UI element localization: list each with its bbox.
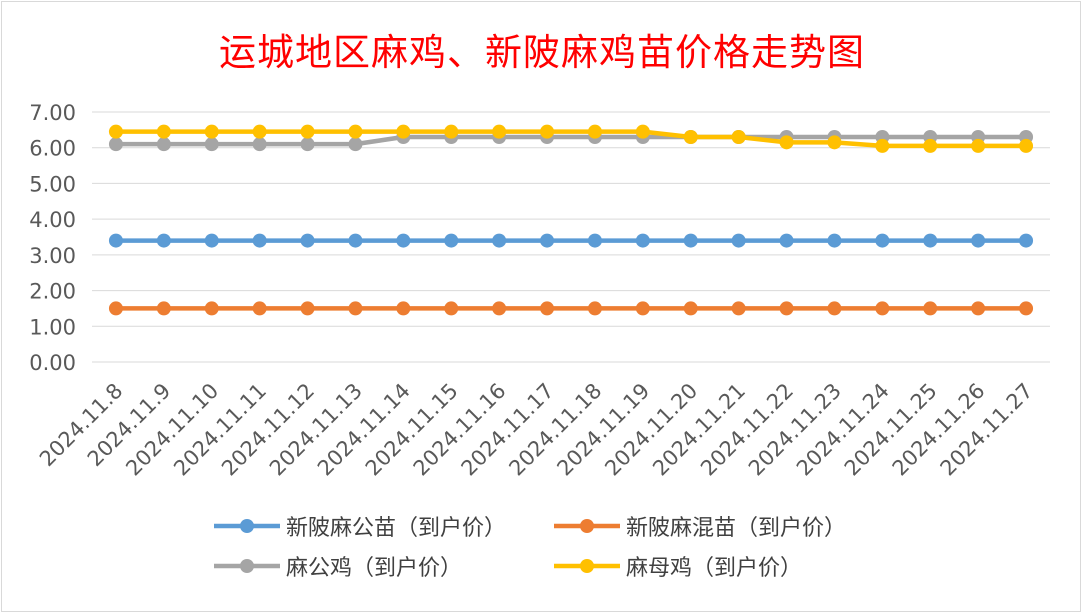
data-point [587, 301, 602, 316]
legend-item: 麻母鸡（到户价） [552, 553, 882, 581]
data-point [587, 233, 602, 248]
data-point [492, 301, 507, 316]
data-point [252, 124, 267, 139]
data-point [108, 124, 123, 139]
data-point [971, 301, 986, 316]
data-point [348, 124, 363, 139]
y-tick-label: 2.00 [29, 280, 76, 304]
data-point [827, 135, 842, 150]
data-point [300, 301, 315, 316]
data-point [252, 137, 267, 152]
data-point [204, 301, 219, 316]
data-point [156, 137, 171, 152]
legend-swatch [214, 519, 280, 533]
data-point [875, 301, 890, 316]
data-point [731, 233, 746, 248]
series-line [115, 134, 1027, 147]
data-point [396, 124, 411, 139]
data-point [540, 301, 555, 316]
series-2 [108, 301, 1034, 316]
data-point [923, 233, 938, 248]
data-point [540, 124, 555, 139]
series-1 [108, 233, 1034, 248]
data-point [204, 124, 219, 139]
legend-label: 新陂麻公苗（到户价） [286, 516, 507, 541]
data-point [156, 233, 171, 248]
data-point [444, 301, 459, 316]
data-point [683, 301, 698, 316]
data-point [252, 233, 267, 248]
y-tick-label: 1.00 [29, 315, 76, 339]
data-point [444, 233, 459, 248]
data-point [300, 233, 315, 248]
data-point [348, 137, 363, 152]
data-point [444, 124, 459, 139]
gridlines [92, 111, 1050, 363]
data-point [635, 233, 650, 248]
data-point [1019, 233, 1034, 248]
data-point [492, 233, 507, 248]
data-point [683, 233, 698, 248]
legend-swatch [554, 559, 620, 573]
series-4 [108, 124, 1034, 153]
series-layer [108, 124, 1034, 316]
data-point [300, 137, 315, 152]
data-point [587, 124, 602, 139]
data-point [923, 138, 938, 153]
data-point [1019, 138, 1034, 153]
data-point [971, 138, 986, 153]
data-point [108, 137, 123, 152]
legend-item: 麻公鸡（到户价） [212, 553, 542, 581]
data-point [396, 301, 411, 316]
data-point [827, 301, 842, 316]
data-point [971, 233, 986, 248]
legend-swatch [554, 519, 620, 533]
y-axis-tick-labels: 0.00 1.00 2.00 3.00 4.00 5.00 6.00 7.00 [29, 101, 76, 375]
legend-item: 新陂麻混苗（到户价） [552, 513, 882, 541]
data-point [779, 135, 794, 150]
data-point [635, 124, 650, 139]
data-point [683, 130, 698, 144]
data-point [156, 301, 171, 316]
data-point [108, 301, 123, 316]
data-point [204, 137, 219, 152]
legend-label: 新陂麻混苗（到户价） [626, 516, 847, 541]
y-tick-label: 3.00 [29, 244, 76, 268]
data-point [779, 233, 794, 248]
data-point [540, 233, 555, 248]
y-tick-label: 5.00 [29, 172, 76, 196]
data-point [300, 124, 315, 139]
series-line [115, 129, 1027, 149]
data-point [156, 124, 171, 139]
data-point [923, 301, 938, 316]
data-point [348, 301, 363, 316]
data-point [875, 233, 890, 248]
chart-title: 运城地区麻鸡、新陂麻鸡苗价格走势图 [219, 31, 865, 74]
y-tick-label: 0.00 [29, 351, 76, 375]
data-point [204, 233, 219, 248]
legend-item: 新陂麻公苗（到户价） [212, 513, 542, 541]
y-tick-label: 6.00 [29, 137, 76, 161]
data-point [827, 233, 842, 248]
data-point [396, 233, 411, 248]
y-tick-label: 7.00 [29, 101, 76, 125]
data-point [875, 138, 890, 153]
data-point [731, 130, 746, 144]
data-point [348, 233, 363, 248]
legend-swatch [214, 559, 280, 573]
legend-label: 麻公鸡（到户价） [286, 556, 463, 581]
data-point [252, 301, 267, 316]
data-point [1019, 301, 1034, 316]
data-point [635, 301, 650, 316]
y-tick-label: 4.00 [29, 208, 76, 232]
legend-label: 麻母鸡（到户价） [626, 556, 803, 581]
legend: 新陂麻公苗（到户价） 新陂麻混苗（到户价） 麻公鸡（到户价） 麻母鸡（到户价） [212, 513, 892, 581]
data-point [108, 233, 123, 248]
data-point [779, 301, 794, 316]
data-point [731, 301, 746, 316]
data-point [492, 124, 507, 139]
x-axis-tick-labels: 2024.11.82024.11.92024.11.102024.11.1120… [35, 379, 1038, 481]
